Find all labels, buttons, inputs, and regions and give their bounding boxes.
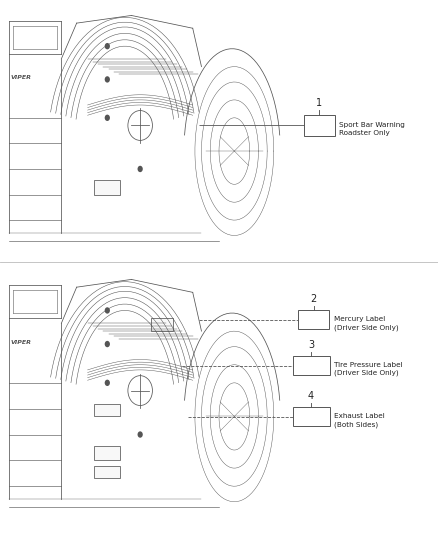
Bar	[151, 318, 173, 331]
Circle shape	[105, 43, 110, 50]
Text: 3: 3	[308, 340, 314, 350]
Circle shape	[105, 76, 110, 83]
Text: Sport Bar Warning
Roadster Only: Sport Bar Warning Roadster Only	[339, 122, 405, 136]
Bar	[304, 115, 335, 136]
Bar	[298, 310, 329, 329]
Text: 1: 1	[316, 98, 322, 108]
Text: 2: 2	[311, 294, 317, 304]
Bar	[94, 465, 120, 479]
Text: Exhaust Label
(Both Sides): Exhaust Label (Both Sides)	[334, 414, 385, 427]
Text: 4: 4	[308, 391, 314, 401]
Bar	[94, 446, 120, 461]
Circle shape	[105, 341, 110, 348]
Circle shape	[138, 166, 143, 172]
Circle shape	[105, 115, 110, 121]
Bar	[293, 356, 330, 375]
Circle shape	[105, 379, 110, 386]
Text: VIPER: VIPER	[11, 75, 32, 80]
Bar	[94, 181, 120, 195]
Circle shape	[138, 431, 143, 438]
Text: Tire Pressure Label
(Driver Side Only): Tire Pressure Label (Driver Side Only)	[334, 362, 403, 376]
Text: Mercury Label
(Driver Side Only): Mercury Label (Driver Side Only)	[334, 317, 399, 330]
Bar	[94, 403, 120, 416]
Text: VIPER: VIPER	[11, 340, 32, 345]
Circle shape	[105, 307, 110, 313]
Bar	[293, 407, 330, 426]
